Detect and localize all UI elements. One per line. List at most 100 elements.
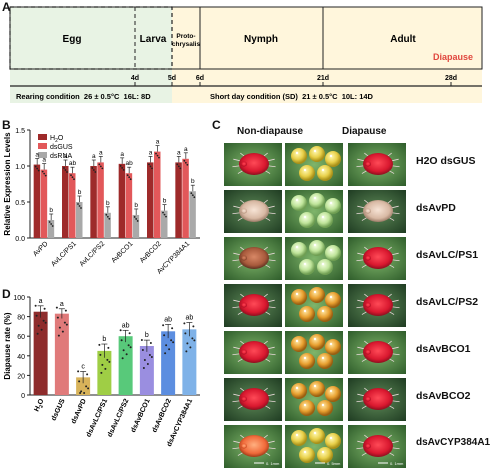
sig-letter: a bbox=[149, 149, 153, 156]
data-dot bbox=[41, 170, 44, 173]
sig-letter: c bbox=[81, 363, 85, 370]
day-5d: 5d bbox=[168, 75, 176, 82]
photo-row bbox=[224, 425, 406, 468]
data-dot bbox=[184, 332, 187, 335]
data-dot bbox=[65, 323, 68, 326]
data-dot bbox=[128, 176, 131, 179]
sig-letter: ab bbox=[164, 316, 172, 323]
bar bbox=[40, 169, 48, 238]
egg bbox=[299, 400, 315, 416]
egg-highlight bbox=[313, 337, 317, 341]
egg-highlight bbox=[295, 292, 299, 296]
sig-letter: ab bbox=[185, 314, 193, 321]
data-dot bbox=[119, 329, 122, 332]
egg-highlight bbox=[295, 151, 299, 155]
sig-letter: a bbox=[60, 301, 64, 308]
y-tick-label: 40 bbox=[17, 354, 25, 361]
data-dot bbox=[119, 164, 122, 167]
mite-head bbox=[241, 396, 247, 402]
egg-highlight bbox=[329, 342, 333, 346]
x-tick-label: dsAvPD bbox=[70, 398, 88, 425]
data-dot bbox=[71, 176, 74, 179]
egg-highlight bbox=[329, 154, 333, 158]
sig-letter: b bbox=[78, 189, 82, 196]
egg bbox=[309, 334, 325, 350]
photo-row bbox=[224, 378, 406, 421]
day-4d: 4d bbox=[131, 75, 139, 82]
mite-head bbox=[241, 349, 247, 355]
data-dot bbox=[51, 225, 54, 227]
panel-label-d: D bbox=[2, 287, 11, 301]
data-dot bbox=[163, 334, 166, 337]
data-dot bbox=[143, 359, 146, 361]
diapause-label: Diapause bbox=[433, 52, 473, 62]
bar bbox=[76, 202, 83, 238]
data-dot bbox=[122, 349, 125, 352]
x-tick-label: AvBCO1 bbox=[110, 240, 134, 264]
sig-letter: a bbox=[177, 149, 181, 156]
sig-letter: ab bbox=[69, 160, 77, 167]
egg-highlight bbox=[313, 196, 317, 200]
egg bbox=[317, 447, 333, 463]
data-dot bbox=[185, 350, 188, 353]
row-label-dsavlcps2: dsAvLC/PS2 bbox=[416, 296, 479, 308]
x-tick-label: AvLC/PS1 bbox=[50, 240, 78, 268]
data-dot bbox=[44, 321, 47, 324]
bar bbox=[132, 214, 140, 238]
data-dot bbox=[64, 309, 67, 312]
sig-letter: a bbox=[39, 298, 43, 305]
stage-adult: Adult bbox=[390, 34, 416, 45]
mite-body bbox=[363, 435, 393, 457]
data-dot bbox=[158, 156, 160, 159]
legend-label: H2O bbox=[50, 135, 64, 144]
data-dot bbox=[63, 321, 66, 324]
data-dot bbox=[192, 325, 195, 328]
egg bbox=[299, 165, 315, 181]
mite-head bbox=[241, 255, 247, 261]
data-dot bbox=[135, 218, 138, 220]
data-dot bbox=[121, 166, 124, 169]
data-dot bbox=[87, 387, 90, 390]
data-dot bbox=[37, 324, 40, 327]
mite-body bbox=[363, 153, 393, 175]
sig-letter: b bbox=[49, 207, 53, 214]
egg-highlight bbox=[295, 339, 299, 343]
photo-row bbox=[224, 237, 406, 280]
egg-highlight bbox=[313, 384, 317, 388]
x-tick-label: dsAvLC/PS2 bbox=[107, 398, 131, 439]
data-dot bbox=[108, 217, 111, 220]
photo-row bbox=[224, 284, 406, 327]
egg bbox=[291, 289, 307, 305]
rearing-bg bbox=[10, 7, 172, 103]
egg-highlight bbox=[313, 290, 317, 294]
data-dot bbox=[172, 341, 175, 344]
mite-head bbox=[365, 443, 371, 449]
data-dot bbox=[105, 213, 108, 216]
data-dot bbox=[99, 165, 102, 168]
data-dot bbox=[165, 344, 168, 347]
data-dot bbox=[79, 392, 82, 394]
x-tick-label: AvLC/PS2 bbox=[79, 240, 107, 268]
mite bbox=[232, 199, 276, 222]
data-dot bbox=[83, 392, 86, 394]
row-label-dsavbco2: dsAvBCO2 bbox=[416, 390, 471, 402]
egg bbox=[299, 353, 315, 369]
bar bbox=[33, 164, 41, 238]
egg-highlight bbox=[303, 215, 307, 219]
data-dot bbox=[184, 161, 187, 164]
egg bbox=[325, 386, 341, 402]
data-dot bbox=[77, 203, 79, 205]
data-dot bbox=[165, 215, 167, 218]
data-dot bbox=[191, 194, 194, 197]
egg bbox=[317, 306, 333, 322]
data-dot bbox=[66, 171, 68, 173]
data-dot bbox=[34, 304, 37, 307]
y-tick-label: 100 bbox=[13, 295, 25, 302]
mite-body bbox=[363, 341, 393, 363]
data-dot bbox=[177, 165, 180, 168]
y-tick-label: 60 bbox=[17, 334, 25, 341]
mite-body bbox=[363, 294, 393, 316]
y-tick-label: 1.5 bbox=[15, 128, 25, 135]
sig-letter: a bbox=[42, 157, 46, 164]
data-dot bbox=[86, 373, 89, 376]
